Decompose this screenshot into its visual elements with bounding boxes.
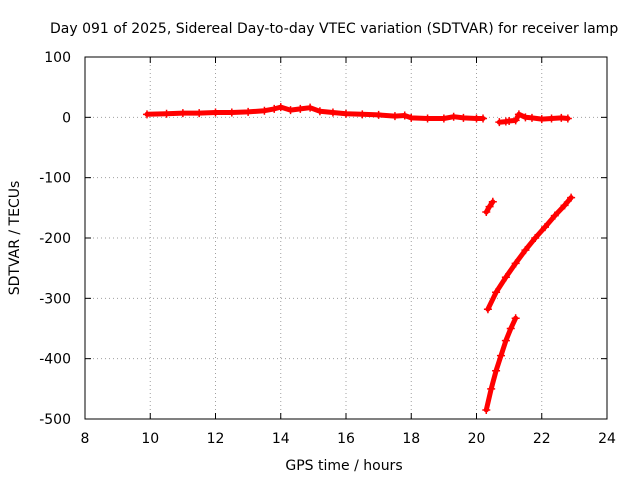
x-tick-label: 22: [533, 431, 551, 447]
data-point: [541, 223, 550, 232]
data-point: [560, 201, 569, 210]
data-point: [567, 193, 576, 202]
data-point: [142, 110, 151, 119]
axis-ticks: 8 10 12 14 16 18 20 22 24 100 0 -100 -200 -300 -400 -50…: [39, 50, 616, 447]
data-point: [492, 288, 501, 297]
data-point: [531, 234, 540, 242]
data-points: [142, 103, 576, 414]
data-point: [374, 110, 383, 119]
data-point: [423, 114, 432, 123]
data-point: [342, 109, 350, 118]
data-point: [296, 104, 305, 113]
data-point: [550, 211, 559, 220]
y-tick-label: -300: [39, 291, 71, 307]
data-point: [286, 106, 295, 115]
data-point: [178, 109, 187, 118]
data-point: [227, 108, 236, 117]
data-point: [260, 106, 269, 115]
data-point: [492, 366, 501, 375]
data-point: [439, 114, 448, 123]
data-point: [511, 314, 520, 323]
x-axis-label: GPS time / hours: [285, 458, 402, 474]
x-tick-label: 8: [81, 431, 90, 447]
data-point: [485, 202, 494, 211]
data-point: [390, 112, 399, 121]
data-point: [328, 108, 337, 117]
data-point: [482, 208, 491, 217]
x-tick-label: 12: [207, 431, 225, 447]
data-point: [501, 336, 510, 345]
data-point: [358, 110, 367, 119]
series-1: [142, 103, 488, 123]
x-tick-label: 20: [468, 431, 486, 447]
data-point: [527, 113, 536, 122]
data-point: [482, 405, 491, 414]
data-point: [459, 113, 468, 122]
data-point: [547, 114, 556, 123]
y-tick-label: -200: [39, 231, 71, 247]
data-point: [479, 114, 488, 123]
data-point: [449, 112, 458, 121]
data-point: [270, 104, 279, 113]
chart-title: Day 091 of 2025, Sidereal Day-to-day VTE…: [50, 21, 618, 37]
x-tick-label: 10: [141, 431, 159, 447]
series-line: [485, 195, 574, 312]
data-point: [537, 115, 546, 124]
data-point: [211, 108, 220, 117]
y-tick-label: -500: [39, 412, 71, 428]
data-point: [306, 103, 315, 112]
series-5: [482, 314, 520, 414]
data-point: [521, 246, 530, 255]
data-point: [514, 110, 523, 119]
x-tick-label: 24: [598, 431, 616, 447]
data-point: [162, 109, 171, 118]
x-tick-label: 18: [402, 431, 420, 447]
data-point: [276, 103, 285, 112]
x-tick-label: 16: [337, 431, 355, 447]
data-point: [244, 107, 253, 116]
data-point: [563, 114, 572, 123]
y-tick-label: -100: [39, 171, 71, 187]
y-tick-label: -400: [39, 352, 71, 368]
series-4: [483, 193, 576, 314]
x-tick-label: 14: [272, 431, 290, 447]
y-tick-label: 100: [44, 50, 71, 66]
data-point: [487, 384, 496, 393]
data-point: [506, 324, 515, 333]
series-2: [495, 110, 572, 127]
data-point: [501, 273, 510, 282]
series-3: [482, 197, 497, 217]
data-point: [195, 109, 204, 118]
y-axis-label: SDTVAR / TECUs: [7, 181, 23, 296]
data-point: [483, 305, 492, 314]
y-tick-label: 0: [62, 110, 71, 126]
data-point: [496, 351, 505, 360]
data-point: [407, 113, 416, 122]
data-point: [315, 107, 324, 116]
data-point: [400, 111, 409, 120]
data-point: [511, 259, 520, 268]
data-point: [488, 197, 497, 206]
data-point: [511, 116, 520, 125]
